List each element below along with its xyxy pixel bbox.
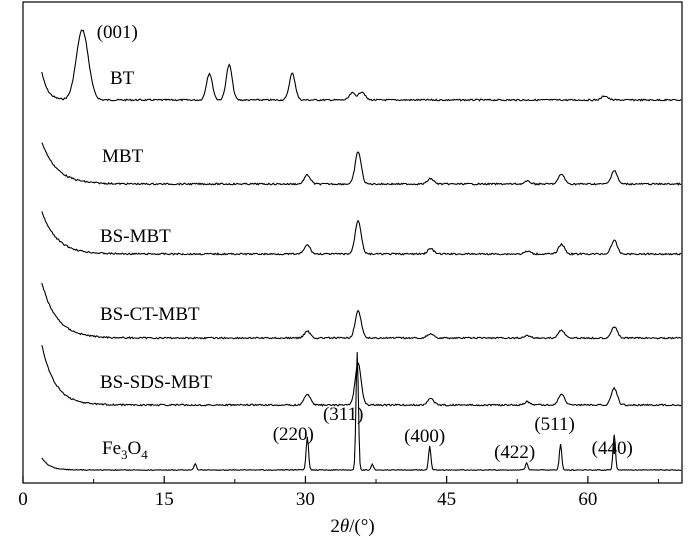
series-label: BS-CT-MBT [100, 304, 200, 325]
x-axis-label: 2θ/(°) [330, 516, 374, 537]
traces-group [41, 29, 682, 472]
x-tick-label: 30 [296, 489, 315, 510]
x-tick-label: 0 [18, 489, 28, 510]
series-trace-5 [41, 352, 682, 472]
series-label: BS-SDS-MBT [100, 372, 212, 393]
x-axis: 0 15 30 45 60 [18, 1, 683, 510]
series-labels-group: BT MBT BS-MBT BS-CT-MBT BS-SDS-MBT Fe3O4 [100, 68, 212, 462]
peak-label: (422) [494, 442, 535, 463]
series-trace-2 [41, 211, 682, 256]
series-trace-4 [41, 344, 682, 407]
peak-label: (400) [404, 426, 445, 447]
series-label: Fe3O4 [102, 438, 148, 462]
peak-label: (440) [592, 438, 633, 459]
series-label: BT [110, 68, 135, 89]
x-tick-label: 15 [155, 489, 174, 510]
series-trace-3 [41, 282, 682, 340]
plot-frame [22, 1, 683, 484]
x-tick-label: 45 [437, 489, 456, 510]
peak-label: (001) [97, 22, 138, 43]
peak-label: (220) [273, 424, 314, 445]
peak-label: (511) [534, 414, 574, 435]
peak-labels-group: (001) (220) (311) (400) (422) (511) (440) [97, 22, 633, 463]
peak-label: (311) [323, 404, 363, 425]
series-label: MBT [102, 146, 144, 167]
series-trace-1 [41, 142, 682, 186]
series-label: BS-MBT [100, 226, 171, 247]
series-trace-0 [41, 29, 682, 102]
x-tick-label: 60 [578, 489, 597, 510]
